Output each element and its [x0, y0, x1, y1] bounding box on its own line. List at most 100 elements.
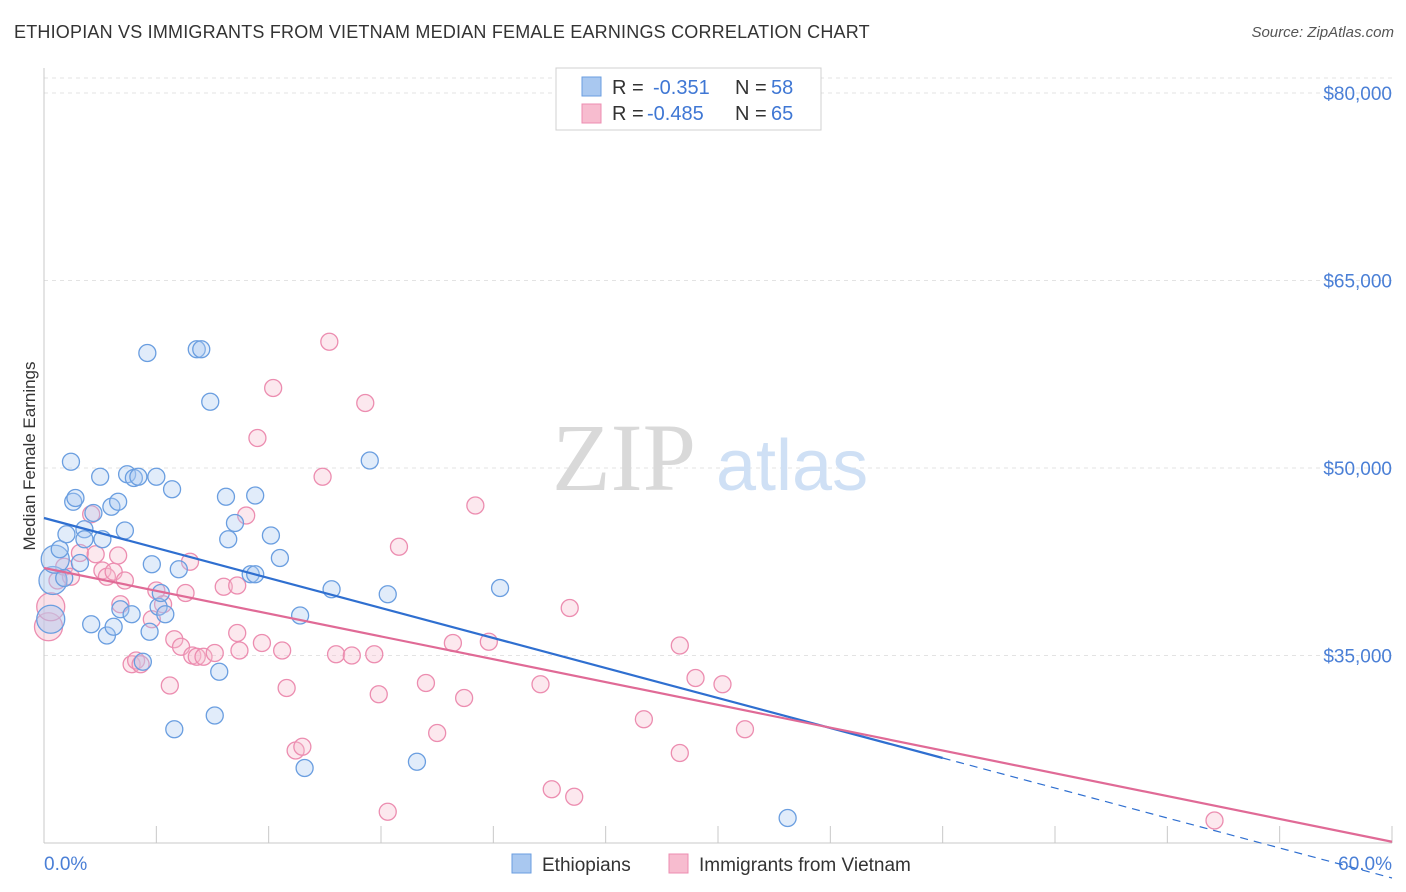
ethiopians-point-5	[57, 525, 76, 544]
y-tick-label-35000: $35,000	[1323, 647, 1392, 668]
trend-line-ethiopians-extension	[942, 757, 1393, 879]
trend-line-ethiopians	[43, 516, 943, 760]
legend: R = -0.351 N = 58 R = -0.485 N = 65	[555, 67, 822, 131]
ethiopians-point-19	[108, 492, 128, 511]
ethiopians-point-35	[165, 720, 184, 739]
bottom-legend-label-ethiopians: Ethiopians	[542, 855, 631, 876]
ethiopians-point-48	[261, 526, 281, 545]
ethiopians-point-11	[75, 530, 94, 549]
vietnam-point-29	[214, 577, 233, 596]
ethiopians-point-36	[169, 560, 188, 579]
vietnam-point-56	[531, 675, 550, 694]
vietnam-point-65	[735, 720, 755, 739]
ethiopians-point-55	[407, 752, 427, 771]
ethiopians-point-28	[140, 622, 159, 641]
vietnam-point-37	[272, 641, 292, 660]
vietnam-point-5	[70, 543, 90, 563]
ethiopians-point-3	[50, 540, 69, 559]
ethiopians-point-2	[40, 544, 70, 574]
vietnam-point-21	[165, 630, 184, 649]
legend-r-label-ethiopians: R =	[612, 77, 644, 99]
ethiopians-point-25	[129, 467, 148, 486]
ethiopians-point-12	[82, 615, 101, 634]
vietnam-point-46	[365, 645, 384, 664]
vietnam-point-60	[634, 710, 654, 729]
y-tick-labels: $35,000 $50,000 $65,000 $80,000	[1323, 84, 1392, 668]
bottom-legend: Ethiopians Immigrants from Vietnam	[511, 853, 911, 876]
x-tick-label-max: 60.0%	[1338, 854, 1392, 875]
ethiopians-point-30	[147, 467, 166, 486]
vietnam-point-51	[428, 723, 447, 743]
watermark-zip: ZIP	[552, 404, 696, 511]
watermark-atlas: atlas	[716, 426, 868, 506]
vietnam-point-41	[313, 467, 332, 486]
vietnam-point-11	[108, 546, 128, 565]
vietnam-point-45	[356, 393, 375, 413]
legend-n-value-ethiopians: 58	[771, 77, 793, 99]
vietnam-point-26	[187, 647, 206, 666]
ethiopians-point-49	[270, 548, 290, 568]
vietnam-point-43	[326, 645, 346, 664]
y-tick-label-80000: $80,000	[1323, 84, 1392, 105]
vietnam-point-1	[36, 592, 66, 622]
ethiopians-point-27	[138, 343, 157, 363]
ethiopians-point-41	[210, 662, 229, 681]
legend-n-value-vietnam: 65	[771, 103, 793, 125]
legend-n-label-vietnam: N =	[735, 103, 767, 125]
vietnam-point-20	[160, 676, 179, 695]
x-tick-label-min: 0.0%	[44, 854, 87, 875]
vietnam-point-44	[342, 646, 361, 665]
legend-n-label-ethiopians: N =	[735, 77, 767, 99]
vietnam-point-64	[713, 675, 732, 694]
vietnam-point-66	[1205, 811, 1224, 830]
bottom-legend-swatch-vietnam	[668, 853, 689, 874]
vietnam-point-63	[686, 668, 705, 688]
chart-title: ETHIOPIAN VS IMMIGRANTS FROM VIETNAM MED…	[14, 22, 870, 42]
vietnam-point-59	[565, 787, 584, 806]
vietnam-point-7	[86, 545, 105, 564]
ethiopians-point-51	[295, 758, 314, 778]
ethiopians-point-9	[70, 553, 90, 573]
ethiopians-point-18	[104, 617, 123, 636]
trend-line-vietnam	[43, 566, 1393, 843]
legend-swatch-ethiopians	[581, 76, 602, 97]
ethiopians-point-40	[205, 706, 224, 725]
ethiopians-point-20	[111, 600, 130, 619]
bottom-legend-label-vietnam: Immigrants from Vietnam	[699, 855, 911, 876]
ethiopians-point-54	[378, 585, 397, 604]
vietnam-point-32	[230, 641, 249, 660]
vietnam-point-54	[466, 496, 485, 515]
vietnam-point-34	[248, 428, 267, 448]
ethiopians-point-33	[156, 605, 175, 624]
ethiopians-point-29	[142, 555, 161, 574]
ethiopians-point-13	[84, 503, 103, 523]
vietnam-point-58	[560, 598, 579, 618]
y-tick-label-50000: $50,000	[1323, 459, 1392, 480]
ethiopians-point-8	[66, 488, 85, 508]
vietnam-point-35	[252, 633, 272, 653]
trend-lines	[43, 516, 1393, 879]
vietnam-point-49	[389, 537, 409, 556]
ethiopians-point-44	[225, 513, 245, 533]
vietnam-point-62	[670, 636, 689, 655]
vietnam-point-38	[277, 678, 296, 698]
ethiopians-point-31	[149, 597, 168, 616]
ethiopians-point-39	[201, 392, 220, 411]
vietnam-point-31	[228, 576, 247, 595]
series-vietnam-points	[33, 332, 1224, 830]
vietnam-point-50	[416, 673, 436, 693]
y-tick-label-65000: $65,000	[1323, 272, 1392, 293]
vietnam-point-30	[228, 623, 247, 643]
x-axis-ticks	[43, 826, 1393, 843]
vietnam-point-27	[194, 647, 213, 666]
legend-r-value-vietnam: -0.485	[647, 103, 704, 125]
legend-r-label-vietnam: R =	[612, 103, 644, 125]
vietnam-point-47	[369, 685, 388, 704]
vietnam-point-28	[205, 643, 224, 663]
ethiopians-point-6	[61, 452, 81, 471]
ethiopians-point-23	[122, 605, 141, 624]
bottom-legend-swatch-ethiopians	[511, 853, 532, 874]
ethiopians-point-0	[36, 604, 66, 634]
ethiopians-point-14	[91, 467, 110, 486]
